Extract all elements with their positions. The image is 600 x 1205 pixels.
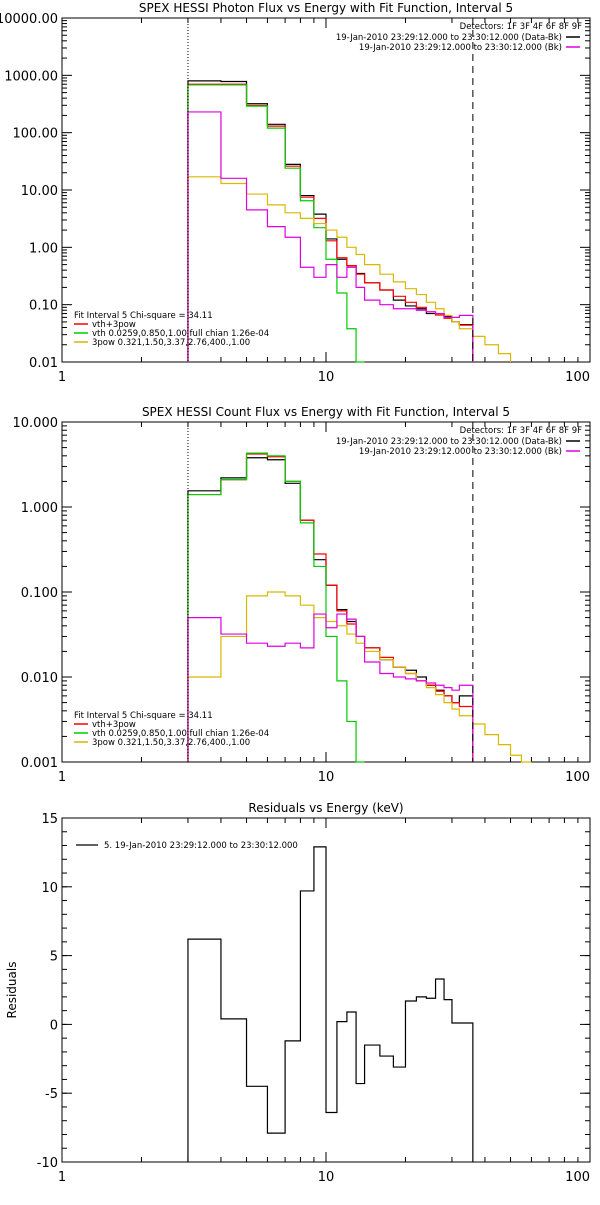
y-tick-label: 1.000 — [21, 501, 58, 516]
x-tick-label: 1 — [58, 1170, 66, 1185]
y-tick-label: 0.10 — [29, 299, 58, 314]
y-tick-label: 5 — [50, 950, 58, 965]
legend-fit-label: vth+3pow — [92, 720, 136, 730]
y-tick-label: 0.100 — [21, 586, 58, 601]
legend-fit-label: 3pow 0.321,1.50,3.37,2.76,400.,1.00 — [92, 738, 250, 748]
chart-title: SPEX HESSI Count Flux vs Energy with Fit… — [142, 405, 510, 419]
detectors-label: Detectors: 1F 3F 4F 6F 8F 9F — [460, 22, 582, 32]
legend-top-label: 19-Jan-2010 23:29:12.000 to 23:30:12.000… — [359, 43, 562, 53]
chart-title: Residuals vs Energy (keV) — [248, 801, 403, 815]
fit-header: Fit Interval 5 Chi-square = 34.11 — [74, 711, 213, 721]
series-step-line — [187, 453, 474, 762]
series-step-line — [187, 111, 474, 362]
legend-fit-label: 3pow 0.321,1.50,3.37,2.76,400.,1.00 — [92, 338, 250, 348]
x-tick-label: 10 — [318, 370, 335, 385]
legend-top-label: 19-Jan-2010 23:29:12.000 to 23:30:12.000… — [336, 437, 562, 447]
series-step-line — [187, 80, 474, 362]
y-tick-label: 1.00 — [29, 241, 58, 256]
x-tick-label: 10 — [318, 770, 335, 785]
residual-legend-label: 5. 19-Jan-2010 23:29:12.000 to 23:30:12.… — [104, 841, 298, 851]
y-tick-label: 10.000 — [13, 416, 59, 431]
x-tick-label: 10 — [318, 1170, 335, 1185]
series-step-line — [187, 452, 365, 763]
legend-fit-label: vth+3pow — [92, 320, 136, 330]
detectors-label: Detectors: 1F 3F 4F 6F 8F 9F — [460, 426, 582, 436]
y-tick-label: -5 — [45, 1087, 58, 1102]
y-tick-label: 1000.00 — [4, 69, 58, 84]
legend-top-label: 19-Jan-2010 23:29:12.000 to 23:30:12.000… — [359, 447, 562, 457]
y-tick-label: 100.00 — [13, 127, 59, 142]
y-tick-label: 0.01 — [29, 356, 58, 371]
y-tick-label: 10000.00 — [0, 12, 58, 27]
series-step-line — [187, 846, 474, 1162]
y-axis-label: Residuals — [5, 962, 19, 1019]
y-tick-label: 0.001 — [21, 756, 58, 771]
y-tick-label: 0 — [50, 1018, 58, 1033]
series-step-line — [187, 591, 532, 763]
y-tick-label: 0.010 — [21, 671, 58, 686]
series-step-line — [187, 613, 474, 762]
chart-title: SPEX HESSI Photon Flux vs Energy with Fi… — [139, 1, 513, 15]
x-tick-label: 100 — [565, 770, 590, 785]
legend-top-label: 19-Jan-2010 23:29:12.000 to 23:30:12.000… — [336, 33, 562, 43]
legend-fit-label: vth 0.0259,0.850,1.00 full chian 1.26e-0… — [92, 329, 269, 339]
y-tick-label: 10 — [41, 881, 58, 896]
y-tick-label: 10.00 — [21, 184, 58, 199]
x-tick-label: 100 — [565, 1170, 590, 1185]
series-step-line — [187, 176, 512, 362]
legend-fit-label: vth 0.0259,0.850,1.00 full chian 1.26e-0… — [92, 729, 269, 739]
series-step-line — [187, 83, 474, 362]
x-tick-label: 1 — [58, 370, 66, 385]
y-tick-label: 15 — [41, 812, 58, 827]
x-tick-label: 100 — [565, 370, 590, 385]
y-tick-label: -10 — [37, 1156, 58, 1171]
fit-header: Fit Interval 5 Chi-square = 34.11 — [74, 311, 213, 321]
series-step-line — [187, 457, 474, 762]
series-step-line — [187, 84, 365, 363]
x-tick-label: 1 — [58, 770, 66, 785]
